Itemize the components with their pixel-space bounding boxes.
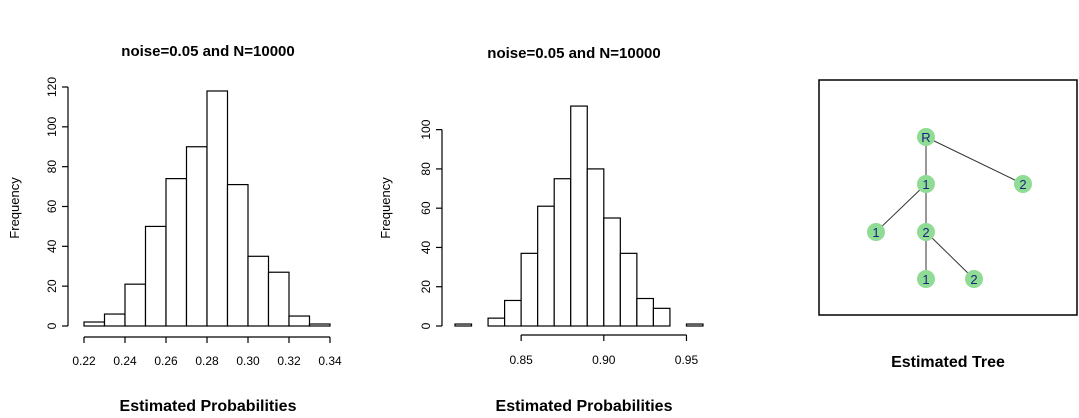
- histogram-bar: [504, 299, 522, 327]
- histogram-bar: [267, 271, 290, 327]
- y-tick-label: 80: [45, 160, 59, 174]
- x-tick-label: 0.85: [509, 353, 533, 367]
- chart-1-title: noise=0.05 and N=10000: [121, 43, 294, 60]
- histogram-bar: [487, 317, 506, 327]
- histogram-bar: [144, 225, 167, 327]
- tree-node-label: 2: [922, 225, 929, 240]
- histogram-bar: [308, 323, 331, 327]
- histogram-bar: [570, 105, 588, 327]
- y-tick-label: 100: [45, 117, 59, 137]
- x-tick-label: 0.26: [154, 354, 178, 368]
- y-tick-label: 40: [419, 240, 433, 254]
- x-tick-label: 0.22: [72, 354, 96, 368]
- histogram-bar: [454, 323, 473, 327]
- histogram-bar: [636, 297, 654, 327]
- y-tick-label: 60: [419, 201, 433, 215]
- histogram-bar: [103, 313, 126, 327]
- histogram-bar: [226, 183, 249, 327]
- histogram-bar: [537, 205, 555, 327]
- histogram-bar: [185, 146, 208, 327]
- chart-2-xlabel: Estimated Probabilities: [496, 398, 673, 415]
- y-tick-label: 80: [419, 162, 433, 176]
- y-tick-label: 0: [45, 322, 59, 329]
- histogram-bar: [165, 178, 188, 327]
- histogram-bar: [619, 252, 638, 327]
- tree-node: [965, 270, 983, 288]
- histogram-bar: [586, 168, 605, 327]
- histogram-bar: [206, 90, 229, 327]
- histogram-bar: [83, 321, 106, 327]
- tree-node-label: 2: [970, 272, 977, 287]
- histogram-2: noise=0.05 and N=10000 Estimated Probabi…: [378, 45, 704, 415]
- tree-node: [917, 175, 935, 193]
- y-tick-label: 0: [419, 322, 433, 329]
- tree-edge: [875, 183, 927, 233]
- histogram-bar: [288, 315, 311, 327]
- y-tick-label: 40: [45, 239, 59, 253]
- x-tick-label: 0.32: [277, 354, 301, 368]
- histogram-bar: [652, 307, 671, 327]
- tree-edge: [925, 231, 975, 280]
- tree-node-label: R: [921, 130, 930, 145]
- y-tick-label: 120: [45, 77, 59, 97]
- y-tick-label: 100: [419, 119, 433, 139]
- histogram-bar: [553, 178, 572, 327]
- chart-2-ylabel: Frequency: [378, 177, 393, 239]
- tree-node-label: 1: [922, 177, 929, 192]
- histogram-1: noise=0.05 and N=10000 Estimated Probabi…: [7, 43, 342, 415]
- tree-node-label: 2: [1019, 177, 1026, 192]
- histogram-bar: [603, 217, 621, 327]
- chart-2-title: noise=0.05 and N=10000: [487, 45, 660, 62]
- tree-node: [917, 128, 935, 146]
- tree-caption: Estimated Tree: [891, 354, 1005, 371]
- x-tick-label: 0.90: [592, 353, 616, 367]
- tree-nodes: R 1 2 1 2 1 2: [867, 128, 1032, 288]
- chart-1-ylabel: Frequency: [7, 177, 22, 239]
- histogram-bar: [520, 252, 539, 327]
- x-tick-label: 0.30: [236, 354, 260, 368]
- y-tick-label: 20: [45, 279, 59, 293]
- y-tick-label: 20: [419, 280, 433, 294]
- x-tick-label: 0.95: [675, 353, 699, 367]
- tree-node-label: 1: [872, 225, 879, 240]
- histogram-bar: [247, 255, 270, 327]
- x-tick-label: 0.34: [318, 354, 342, 368]
- tree-node: [1014, 175, 1032, 193]
- tree-edges: [875, 136, 1024, 280]
- x-tick-label: 0.28: [195, 354, 219, 368]
- tree-frame: [818, 79, 1078, 316]
- histogram-bar: [124, 283, 147, 327]
- y-tick-label: 60: [45, 200, 59, 214]
- histogram-bar: [685, 323, 704, 327]
- tree-panel: Estimated Tree R 1 2 1 2 1 2: [818, 79, 1078, 371]
- tree-node: [917, 223, 935, 241]
- tree-node: [867, 223, 885, 241]
- chart-1-xlabel: Estimated Probabilities: [120, 398, 297, 415]
- tree-node: [917, 270, 935, 288]
- tree-node-label: 1: [922, 272, 929, 287]
- tree-edge: [925, 136, 1024, 185]
- x-tick-label: 0.24: [113, 354, 137, 368]
